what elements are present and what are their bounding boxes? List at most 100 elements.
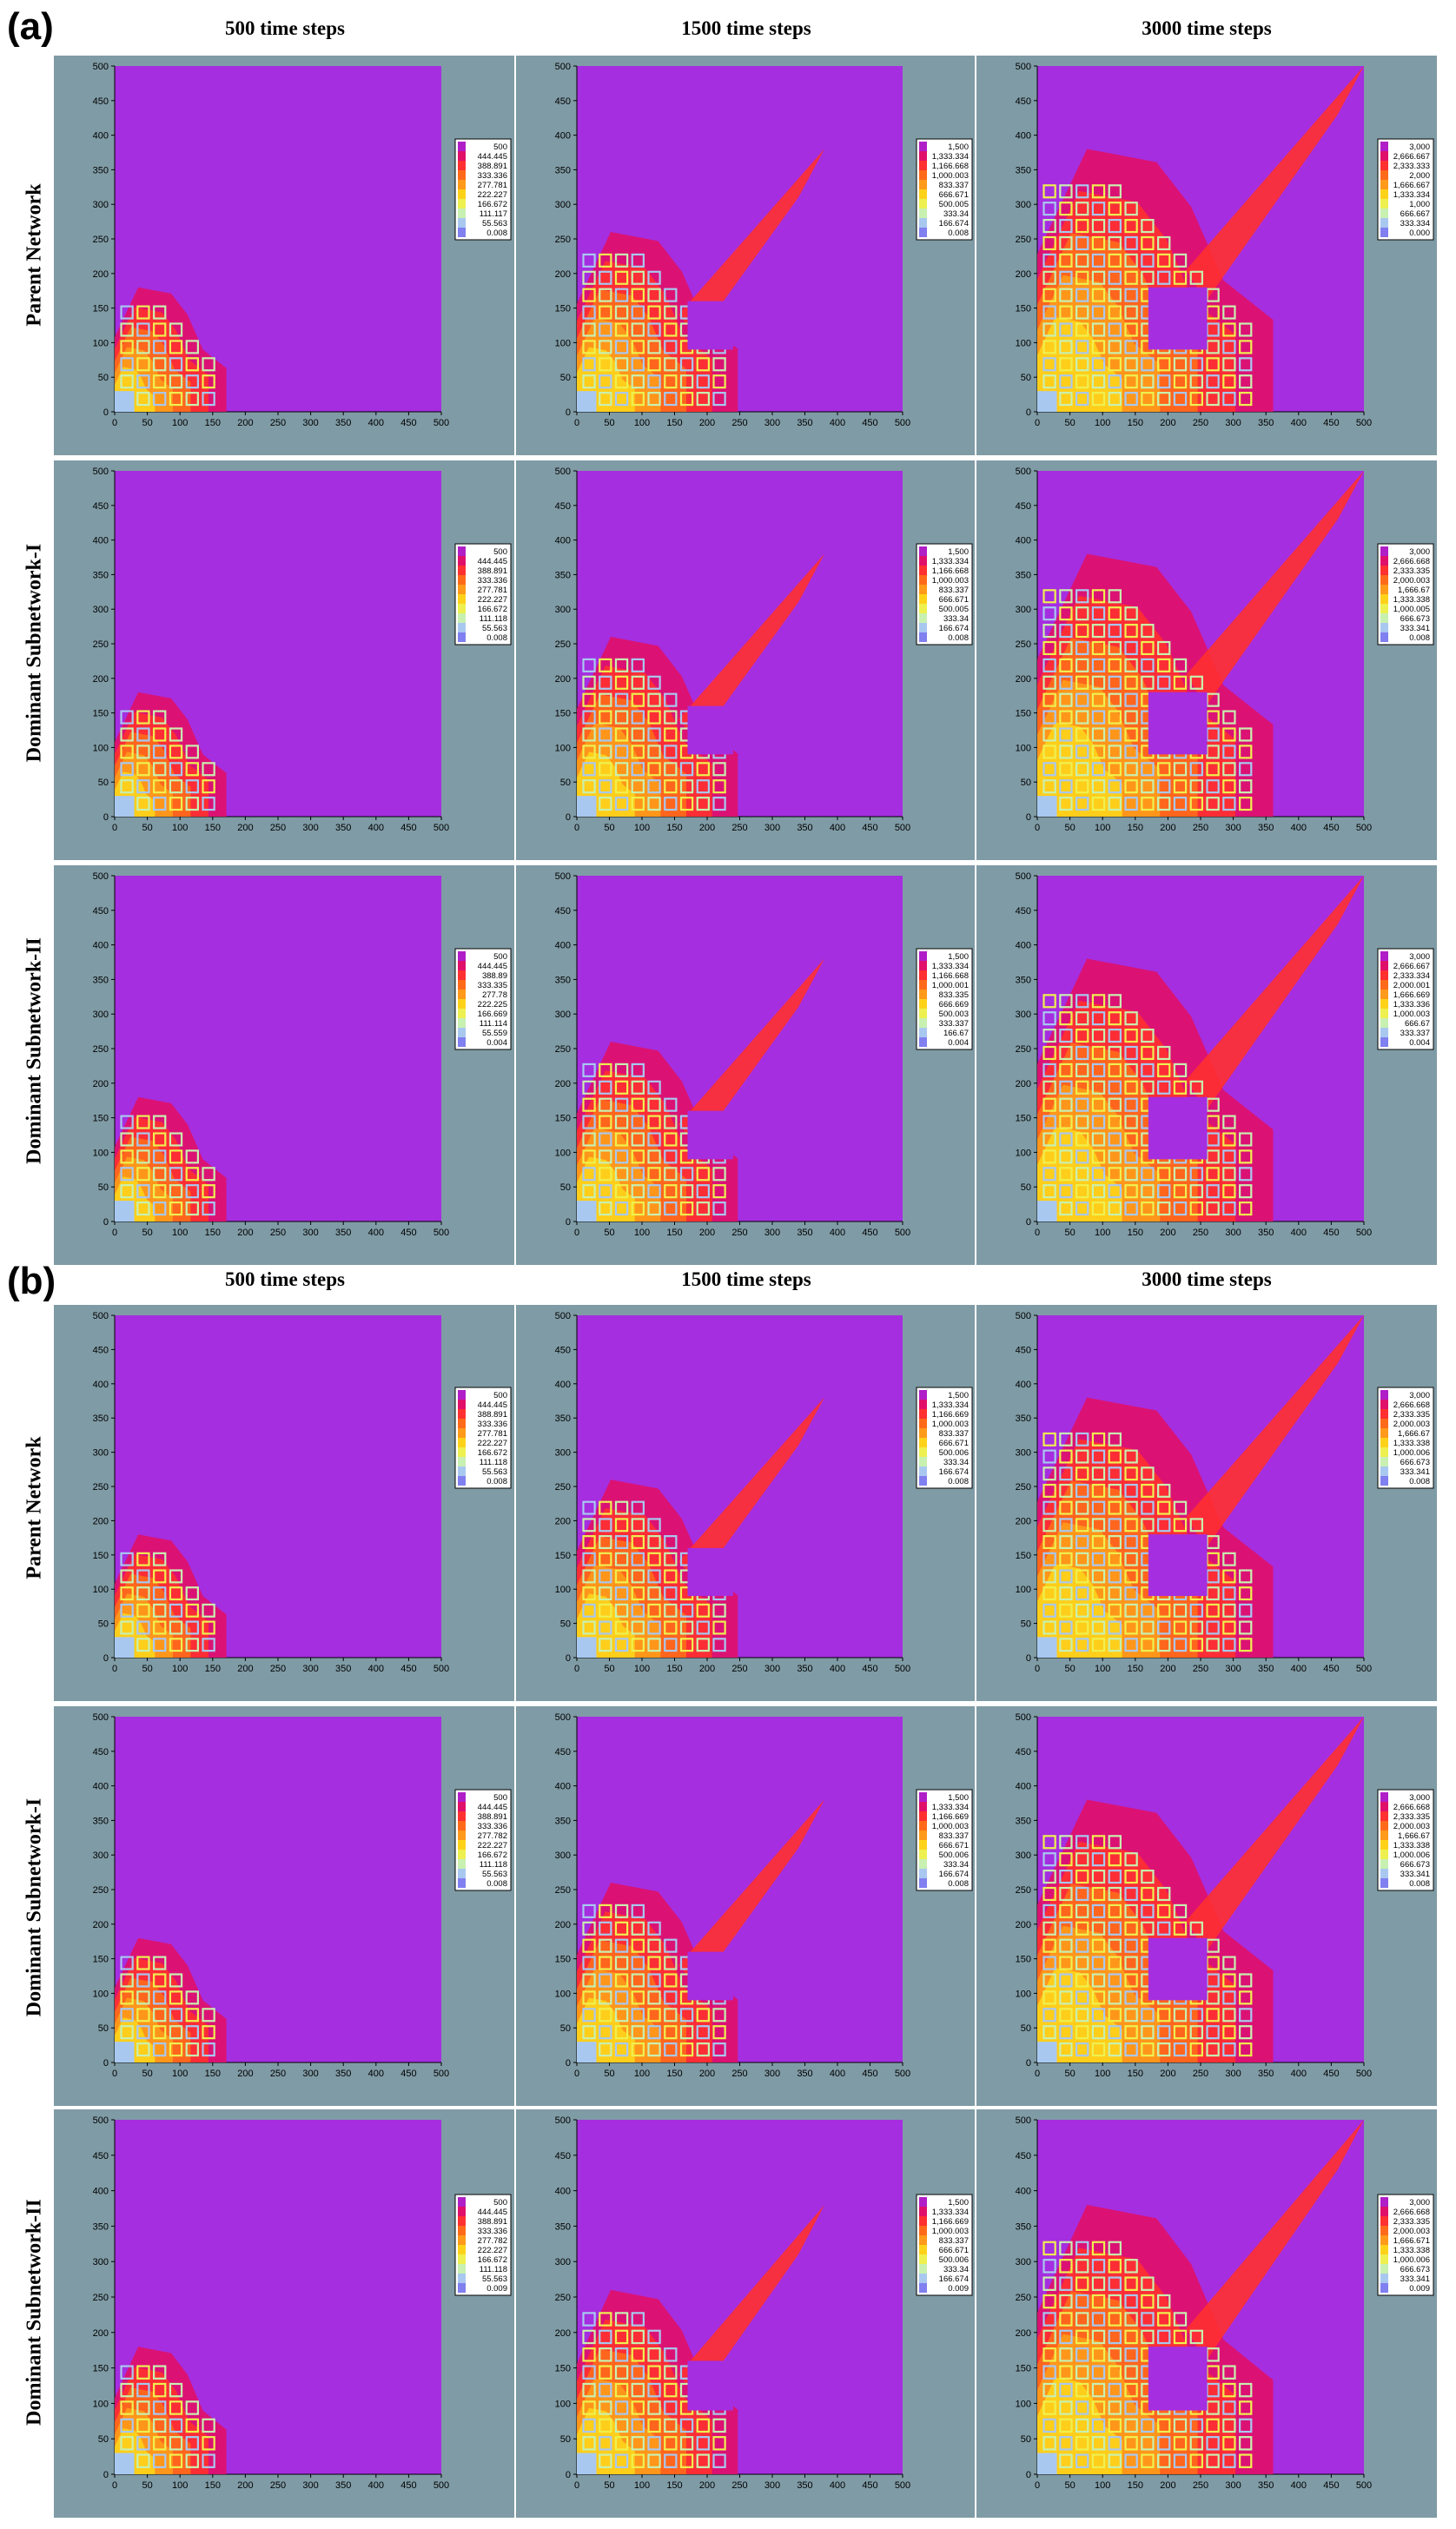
legend-swatch <box>919 1438 927 1447</box>
network-cell <box>631 1552 645 1566</box>
y-tick-label: 50 <box>98 2023 109 2034</box>
network-cell <box>1091 1063 1106 1077</box>
network-cell <box>1222 727 1236 742</box>
network-cell <box>599 1097 612 1112</box>
x-tick-label: 450 <box>1323 823 1339 833</box>
network-cell <box>1042 2294 1056 2309</box>
legend-swatch <box>919 613 927 623</box>
legend-label: 388.891 <box>478 1410 507 1420</box>
y-tick-label: 450 <box>555 906 571 917</box>
legend-swatch <box>458 613 466 623</box>
network-cell <box>1091 1973 1106 1988</box>
network-cell <box>631 357 645 372</box>
legend-swatch <box>1380 961 1388 970</box>
x-tick-label: 0 <box>574 2069 579 2079</box>
network-cell <box>647 305 661 320</box>
legend-swatch <box>1380 2226 1388 2235</box>
legend-swatch <box>919 970 927 980</box>
y-tick-label: 350 <box>555 570 571 580</box>
legend-label: 2,000 <box>1409 171 1430 181</box>
y-tick-label: 450 <box>1016 96 1031 107</box>
network-cell <box>664 2042 678 2057</box>
legend-swatch <box>1380 151 1388 161</box>
network-cell <box>1091 184 1106 199</box>
legend-label: 1,666.67 <box>1398 1429 1430 1439</box>
x-tick-label: 250 <box>270 2069 286 2079</box>
network-cell <box>1091 1921 1106 1936</box>
x-tick-label: 200 <box>237 1228 253 1238</box>
x-tick-label: 0 <box>574 1664 579 1674</box>
legend-label: 222.227 <box>478 2246 507 2255</box>
network-cell <box>1042 1569 1056 1584</box>
network-cell <box>136 2042 150 2057</box>
x-tick-label: 350 <box>335 2480 351 2491</box>
network-cell <box>1239 797 1253 811</box>
network-cell <box>1091 640 1106 656</box>
network-cell <box>1222 2025 1236 2040</box>
legend-label: 1,666.667 <box>1393 181 1430 190</box>
network-cell <box>169 745 183 759</box>
legend-swatch <box>458 1476 466 1486</box>
network-cell <box>696 1638 710 1652</box>
x-tick-label: 450 <box>1323 1664 1339 1674</box>
network-cell <box>1239 374 1253 389</box>
network-cell <box>169 2436 183 2451</box>
legend-label: 0.008 <box>486 228 507 238</box>
legend-label: 444.445 <box>478 152 507 162</box>
network-cell <box>1042 1586 1056 1601</box>
network-cell <box>614 1518 629 1533</box>
network-cell <box>1222 2042 1236 2057</box>
network-cell <box>582 727 596 742</box>
legend-label: 1,333.338 <box>1393 1841 1430 1850</box>
legend-swatch <box>1380 161 1388 170</box>
network-cell <box>1075 2276 1089 2291</box>
network-cell <box>1091 1956 1106 1970</box>
network-cell <box>664 374 678 389</box>
network-cell <box>1108 2400 1122 2415</box>
legend-label: 333.336 <box>478 576 507 586</box>
legend-swatch <box>458 566 466 575</box>
network-cell <box>153 1167 167 1182</box>
network-cell <box>1157 1483 1171 1498</box>
legend-swatch <box>1380 546 1388 556</box>
legend-label: 666.671 <box>939 1439 969 1448</box>
legend-label: 666.671 <box>939 595 969 605</box>
network-cell <box>664 762 678 777</box>
column-title-a-3000: 3000 time steps <box>1142 17 1272 39</box>
x-tick-label: 0 <box>574 418 579 428</box>
x-tick-label: 200 <box>699 2480 715 2491</box>
network-cell <box>679 392 694 407</box>
network-cell <box>1059 727 1073 742</box>
network-cell <box>1075 1938 1089 1953</box>
y-tick-label: 0 <box>566 1217 571 1228</box>
network-cell <box>185 1149 199 1164</box>
x-tick-label: 50 <box>604 1228 614 1238</box>
legend-swatch <box>1380 566 1388 575</box>
network-cell <box>1091 235 1106 251</box>
concentration-field <box>577 1799 824 2062</box>
y-tick-label: 450 <box>93 96 109 107</box>
network-cell <box>1222 2453 1236 2468</box>
network-cell <box>614 1938 629 1953</box>
legend-swatch <box>458 604 466 613</box>
network-cell <box>1108 1938 1122 1953</box>
y-tick-label: 500 <box>93 1311 109 1321</box>
network-cell <box>1059 270 1073 285</box>
network-cell <box>647 1132 661 1147</box>
legend-label: 111.117 <box>480 209 507 219</box>
panel-b-r1-c1: 0 50 100 150 200 250 300 350 400 450 500 0 50 100 150 2… <box>54 1305 514 1701</box>
network-cell <box>1141 1903 1155 1918</box>
x-tick-label: 350 <box>797 2480 812 2491</box>
network-cell <box>1059 606 1073 621</box>
network-cell <box>614 1973 629 1988</box>
network-cell <box>1042 340 1056 354</box>
x-tick-label: 350 <box>1258 1228 1274 1238</box>
legend-swatch <box>458 1811 466 1821</box>
network-cell <box>1141 357 1155 372</box>
y-tick-label: 400 <box>93 2187 109 2197</box>
network-cell <box>120 2025 134 2040</box>
plume-streak <box>678 149 824 337</box>
y-tick-label: 500 <box>93 62 109 72</box>
network-cell <box>1189 1184 1203 1199</box>
network-cell <box>1222 1167 1236 1182</box>
